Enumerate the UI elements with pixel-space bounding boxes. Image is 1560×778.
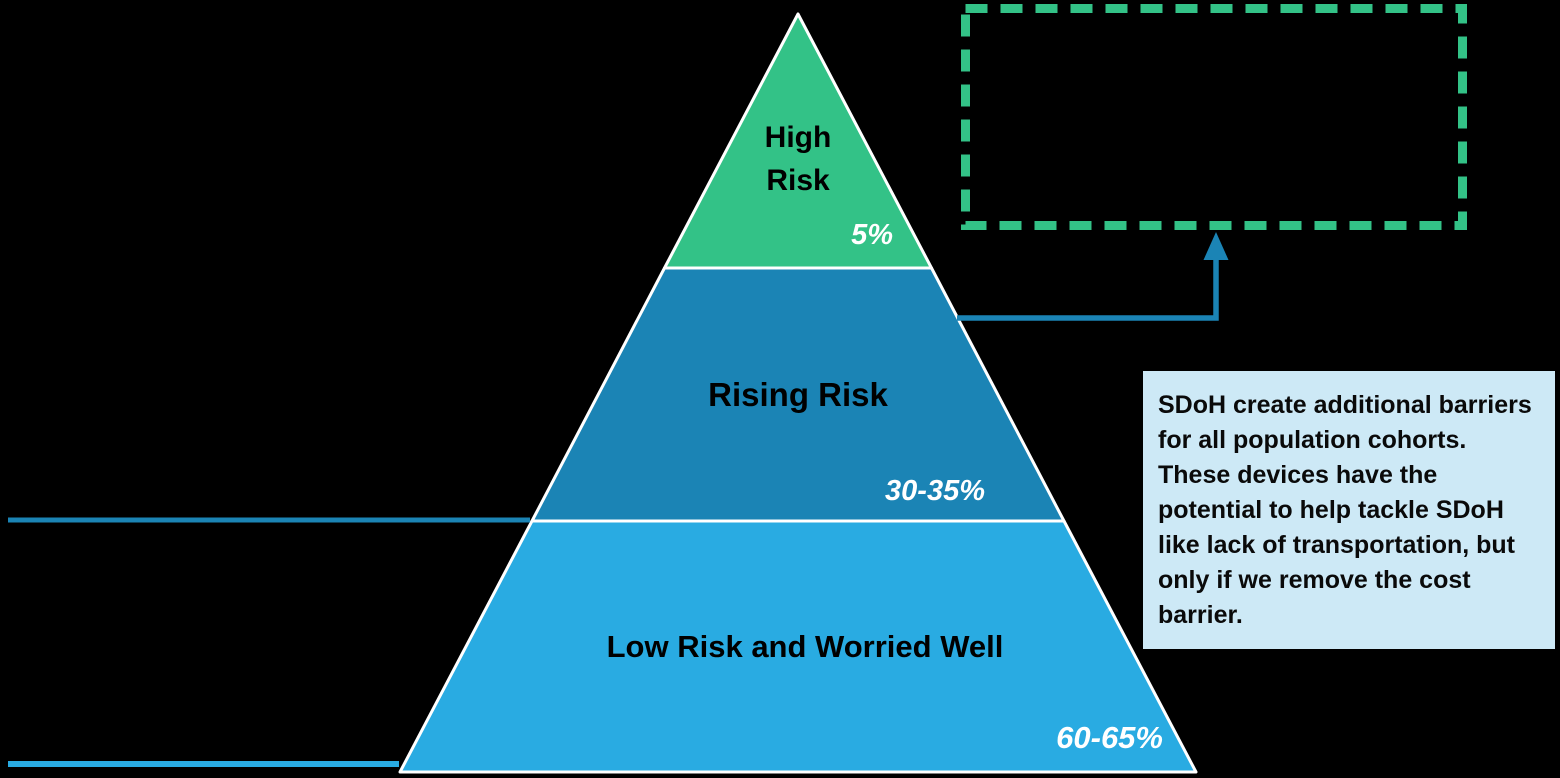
low-risk-percent: 60-65% — [1056, 720, 1163, 755]
low-risk-label: Low Risk and Worried Well — [606, 629, 1004, 664]
sdoh-callout-text: SDoH create additional barriers for all … — [1158, 391, 1532, 629]
rising-risk-label: Rising Risk — [708, 376, 888, 413]
high-risk-percent: 5% — [851, 219, 893, 251]
pyramid-level-low-risk — [398, 519, 1198, 774]
arrow-head — [1203, 232, 1229, 260]
arrow-to-dashed-box — [957, 258, 1219, 321]
sdoh-callout: SDoH create additional barriers for all … — [1143, 371, 1555, 649]
high-risk-label: High Risk — [764, 121, 832, 197]
highlight-dashed-box — [961, 4, 1467, 230]
rising-risk-percent: 30-35% — [885, 475, 985, 507]
